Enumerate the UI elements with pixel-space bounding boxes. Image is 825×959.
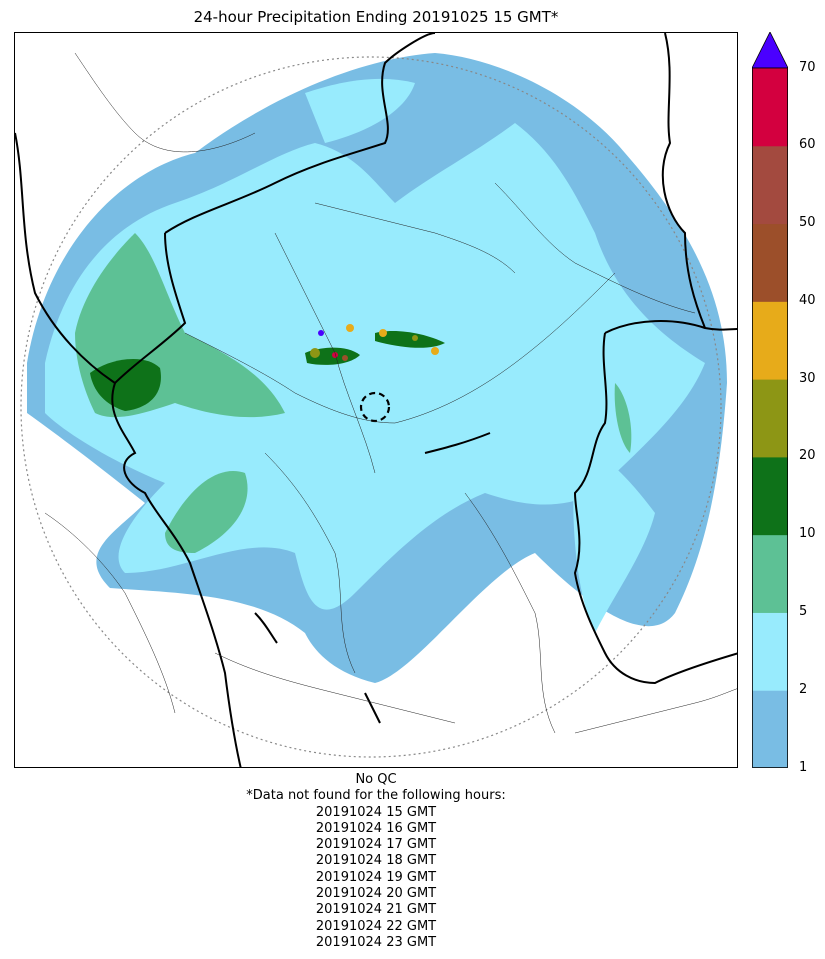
colorbar-segment bbox=[752, 534, 788, 613]
radar-site-marker bbox=[359, 391, 391, 423]
missing-hour: 20191024 21 GMT bbox=[315, 902, 437, 918]
colorbar-segment bbox=[752, 145, 788, 225]
missing-data-header: *Data not found for the following hours: bbox=[246, 788, 506, 804]
missing-hour: 20191024 15 GMT bbox=[315, 804, 437, 820]
colorbar-segment bbox=[752, 379, 788, 458]
missing-hour: 20191024 16 GMT bbox=[315, 820, 437, 836]
colorbar-tick-label: 70 bbox=[799, 60, 816, 75]
colorbar-segment bbox=[752, 690, 788, 769]
missing-hour: 20191024 22 GMT bbox=[315, 918, 437, 934]
colorbar-segment bbox=[752, 68, 788, 147]
colorbar bbox=[751, 31, 789, 769]
colorbar-segment bbox=[752, 456, 788, 536]
missing-hour: 20191024 23 GMT bbox=[315, 934, 437, 950]
country-borders bbox=[15, 33, 737, 767]
colorbar-tick-label: 20 bbox=[799, 448, 816, 463]
precipitation-map bbox=[14, 32, 738, 768]
colorbar-tick-label: 5 bbox=[799, 604, 808, 619]
admin-boundaries bbox=[44, 52, 737, 734]
colorbar-extend-arrow bbox=[751, 31, 789, 69]
radar-range-ring bbox=[20, 56, 722, 758]
colorbar-tick-label: 40 bbox=[799, 293, 816, 308]
colorbar-frame bbox=[752, 67, 788, 768]
footnotes: No QC *Data not found for the following … bbox=[0, 772, 752, 951]
colorbar-tick-label: 1 bbox=[799, 760, 808, 775]
colorbar-segment bbox=[752, 612, 788, 691]
missing-hour: 20191024 17 GMT bbox=[315, 837, 437, 853]
colorbar-tick-label: 10 bbox=[799, 526, 816, 541]
colorbar-tick-label: 2 bbox=[799, 682, 808, 697]
colorbar-tick-label: 60 bbox=[799, 137, 816, 152]
qc-note: No QC bbox=[355, 772, 397, 787]
colorbar-segment bbox=[752, 301, 788, 380]
colorbar-tick-label: 30 bbox=[799, 371, 816, 386]
missing-hour: 20191024 20 GMT bbox=[315, 886, 437, 902]
precip-layer-heavy bbox=[310, 324, 439, 361]
missing-hour: 20191024 18 GMT bbox=[315, 853, 437, 869]
chart-title: 24-hour Precipitation Ending 20191025 15… bbox=[193, 8, 559, 26]
missing-hour: 20191024 19 GMT bbox=[315, 869, 437, 885]
colorbar-segment bbox=[752, 223, 788, 302]
colorbar-tick-label: 50 bbox=[799, 215, 816, 230]
